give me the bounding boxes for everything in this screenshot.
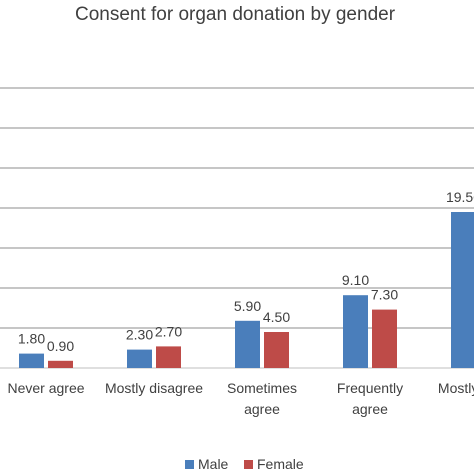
chart-title: Consent for organ donation by gender <box>75 4 396 25</box>
bar-female-3 <box>372 309 397 368</box>
category-label-4: Mostly agree <box>438 380 474 396</box>
value-labels: 1.800.90 2.302.70 5.904.50 9.107.30 19.50 <box>18 189 474 354</box>
category-label-2: agree <box>244 401 280 417</box>
gridlines <box>0 87 474 369</box>
bar-female-0 <box>48 360 73 368</box>
legend-swatch-female <box>244 460 253 469</box>
legend-swatch-male <box>185 460 194 469</box>
data-label-female-2: 4.50 <box>263 309 290 325</box>
data-label-female-0: 0.90 <box>47 338 74 354</box>
data-label-female-3: 7.30 <box>371 287 398 303</box>
data-label-female-1: 2.70 <box>155 323 182 339</box>
bar-female-2 <box>264 332 289 368</box>
category-label-1: Mostly disagree <box>105 380 203 396</box>
legend-label-male: Male <box>198 456 229 472</box>
data-label-male-1: 2.30 <box>126 327 153 343</box>
category-label-2: Sometimes <box>227 380 297 396</box>
data-label-male-3: 9.10 <box>342 272 369 288</box>
category-label-0: Never agree <box>7 380 84 396</box>
data-label-male-2: 5.90 <box>234 298 261 314</box>
bar-male-4 <box>451 212 474 368</box>
legend-label-female: Female <box>257 456 304 472</box>
data-label-male-4: 19.50 <box>446 189 474 205</box>
data-label-male-0: 1.80 <box>18 331 45 347</box>
bar-male-0 <box>19 353 44 368</box>
category-label-3: agree <box>352 401 388 417</box>
bar-male-2 <box>235 320 260 368</box>
legend: Male Female <box>185 456 304 472</box>
category-label-3: Frequently <box>337 380 403 396</box>
bar-female-1 <box>156 346 181 368</box>
bar-male-1 <box>127 349 152 368</box>
bar-male-3 <box>343 295 368 368</box>
category-labels: Never agree Mostly disagree Sometimes agree… <box>7 380 474 417</box>
bars <box>19 212 474 368</box>
